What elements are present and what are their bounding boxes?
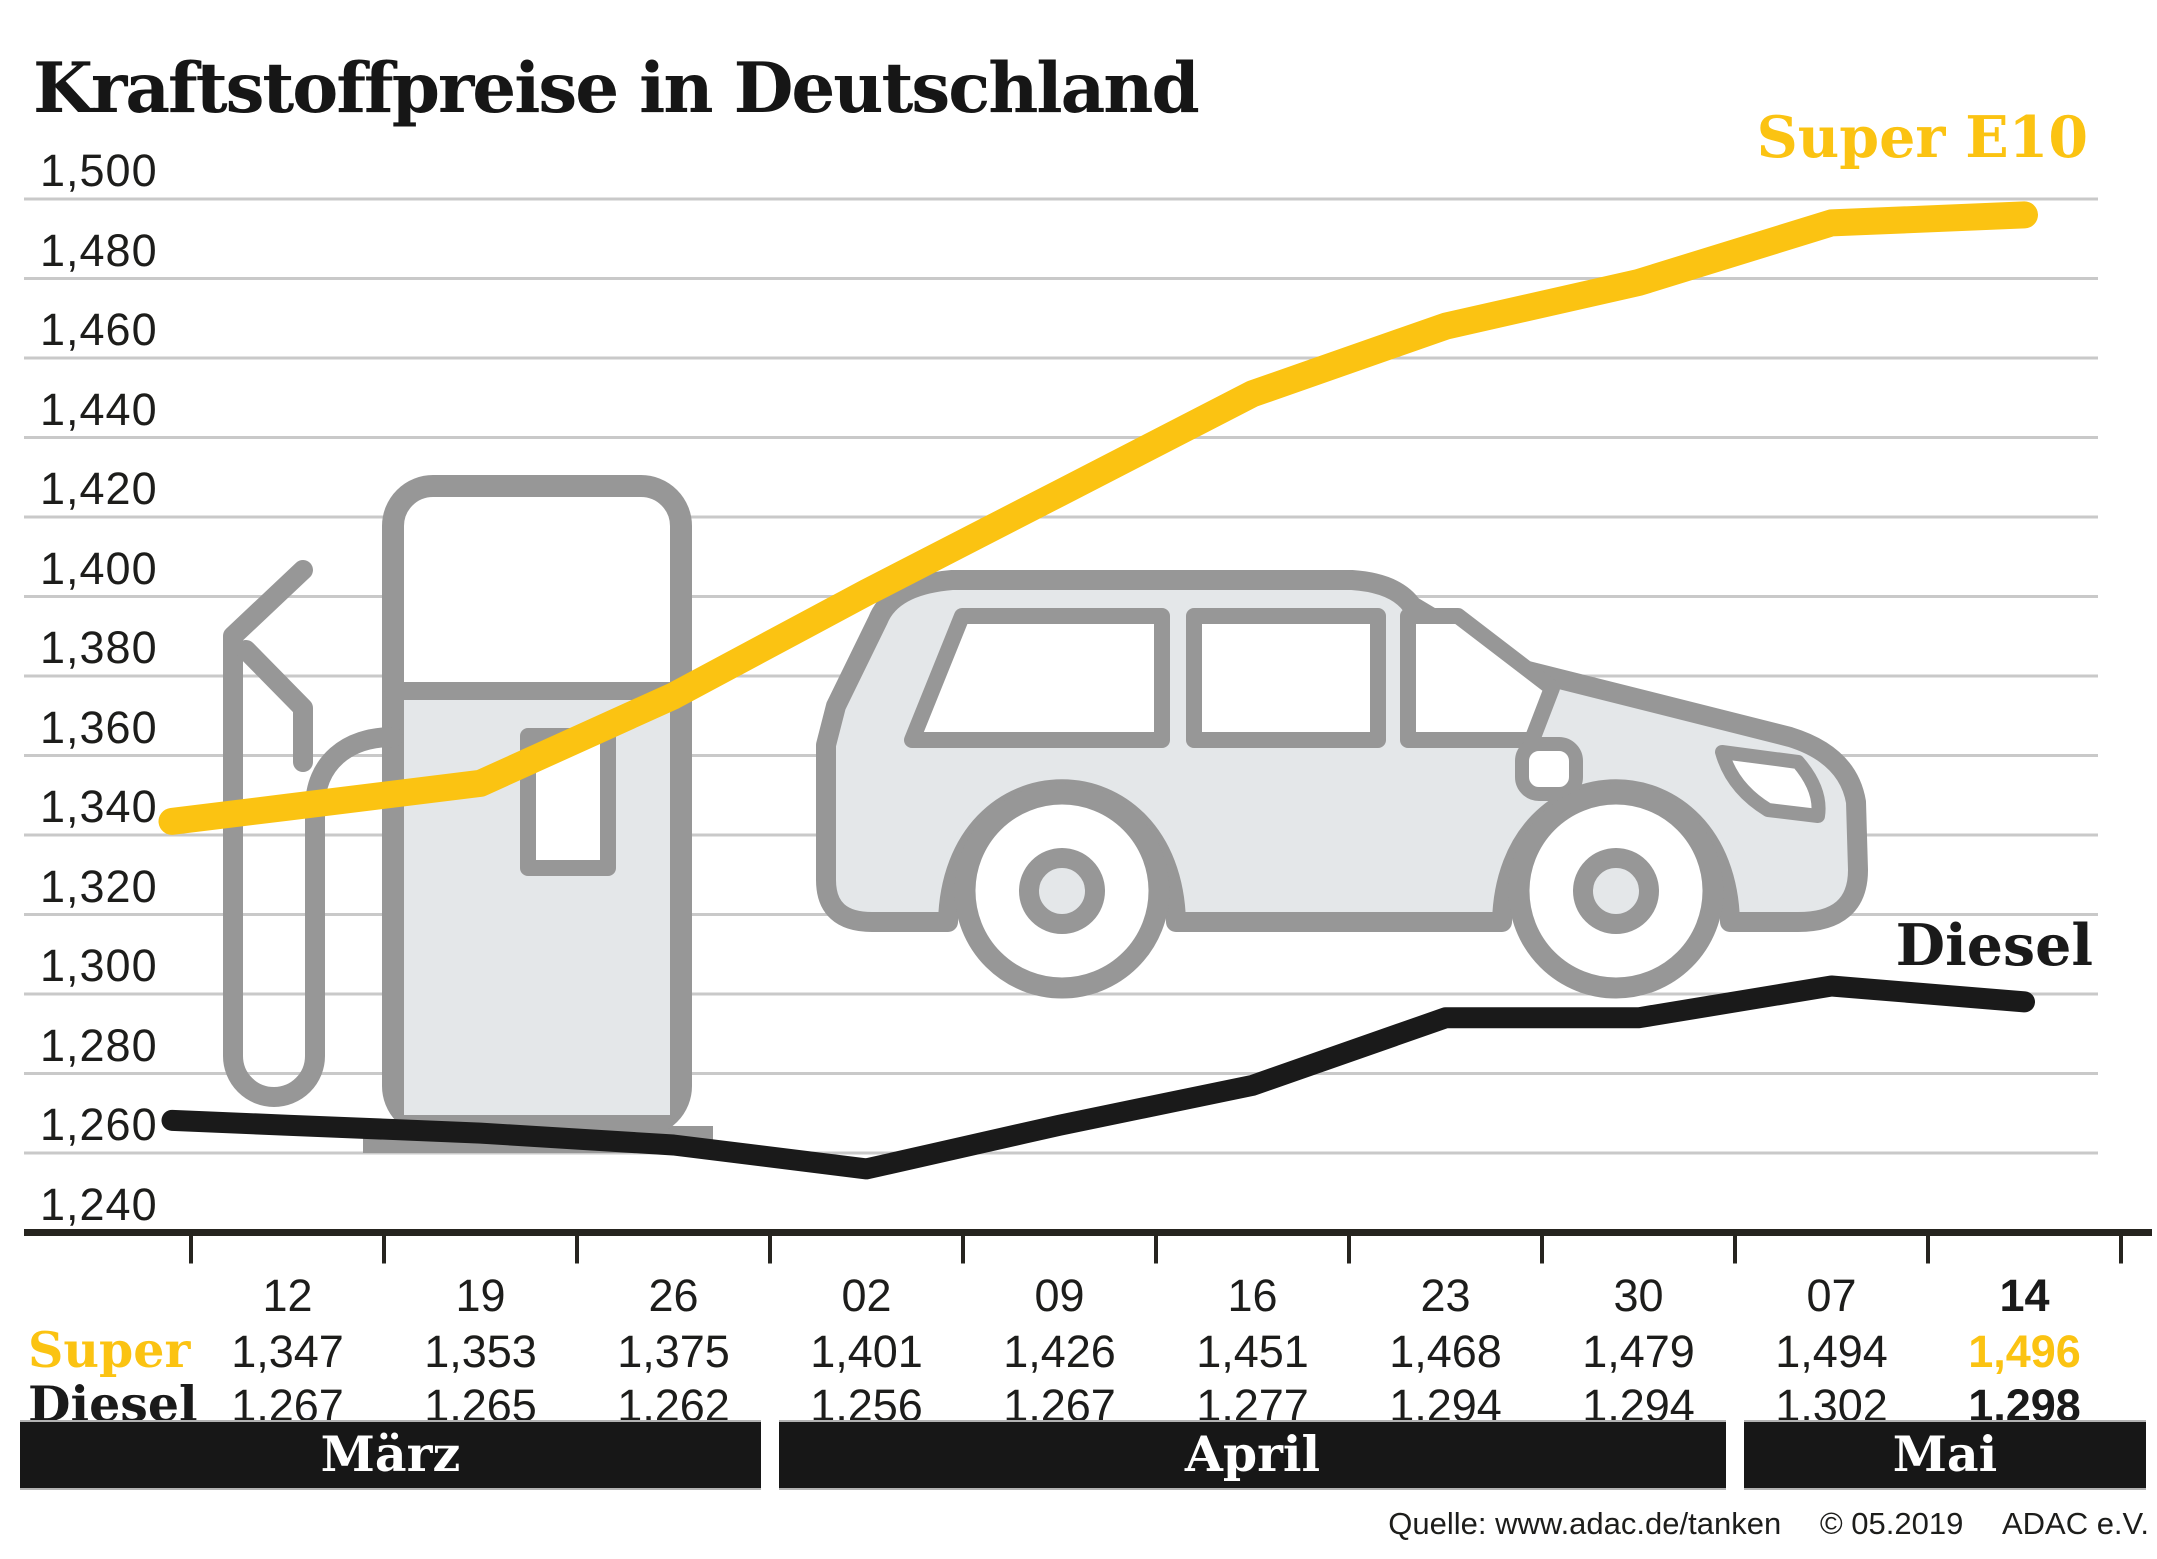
date-header-cell: 12 xyxy=(262,1270,313,1321)
source-text: Quelle: www.adac.de/tanken xyxy=(1388,1506,1782,1541)
y-axis-label: 1,300 xyxy=(40,940,158,991)
y-axis-label: 1,480 xyxy=(40,224,158,276)
y-axis-label: 1,340 xyxy=(40,781,158,832)
super-value-cell: 1,479 xyxy=(1582,1326,1695,1377)
month-bar-mai: Mai xyxy=(1744,1420,2146,1490)
super-value-cell: 1,375 xyxy=(617,1326,730,1377)
car-icon xyxy=(816,570,1868,999)
date-header-cell: 14 xyxy=(1999,1270,2050,1321)
date-header-cell: 07 xyxy=(1806,1270,1857,1321)
series-label-diesel: Diesel xyxy=(1895,912,2093,979)
super-value-cell: 1,468 xyxy=(1389,1326,1502,1377)
super-value-cell: 1,401 xyxy=(810,1326,923,1377)
y-axis-label: 1,380 xyxy=(40,622,158,673)
month-label: Mai xyxy=(1892,1425,1998,1483)
series-lines xyxy=(158,201,2038,1180)
date-header-cell: 19 xyxy=(455,1270,506,1321)
date-header-cell: 16 xyxy=(1227,1270,1278,1321)
y-axis-label: 1,280 xyxy=(40,1019,158,1071)
y-axis-label: 1,440 xyxy=(40,383,158,435)
month-label: April xyxy=(1184,1425,1321,1483)
date-header-cell: 23 xyxy=(1420,1270,1471,1321)
org-text: ADAC e.V. xyxy=(2001,1506,2149,1541)
y-axis-label: 1,400 xyxy=(40,542,158,594)
y-axis-label: 1,320 xyxy=(40,860,158,912)
super-value-cell: 1,494 xyxy=(1775,1326,1888,1377)
x-axis xyxy=(24,1229,2152,1264)
date-header-cell: 02 xyxy=(841,1270,892,1321)
fuel-pump-icon xyxy=(223,475,713,1153)
y-axis-label: 1,500 xyxy=(40,145,158,196)
y-axis-label: 1,240 xyxy=(40,1178,158,1230)
month-bar-april: April xyxy=(779,1420,1726,1490)
date-header-cell: 30 xyxy=(1613,1270,1664,1321)
month-label: März xyxy=(320,1425,461,1483)
super-value-cell: 1,451 xyxy=(1196,1326,1309,1377)
series-line-super-e10 xyxy=(158,201,2038,835)
series-label-super-e10: Super E10 xyxy=(1756,104,2088,171)
copyright-text: © 05.2019 xyxy=(1819,1506,1964,1541)
y-axis-label: 1,420 xyxy=(40,463,158,514)
y-axis-label: 1,260 xyxy=(40,1099,158,1150)
super-value-cell: 1,496 xyxy=(1968,1326,2081,1377)
series-line-diesel xyxy=(161,975,2035,1180)
y-axis-label: 1,360 xyxy=(40,701,158,753)
month-bar-märz: März xyxy=(20,1420,761,1490)
super-value-cell: 1,426 xyxy=(1003,1326,1116,1377)
date-header-cell: 26 xyxy=(648,1270,699,1321)
table-row-label-super: Super xyxy=(28,1321,191,1379)
source-line: Quelle: www.adac.de/tanken © 05.2019 ADA… xyxy=(1388,1506,2149,1542)
y-axis-label: 1,460 xyxy=(40,304,158,355)
date-header-cell: 09 xyxy=(1034,1270,1085,1321)
super-value-cell: 1,347 xyxy=(231,1326,344,1377)
super-value-cell: 1,353 xyxy=(424,1326,537,1377)
page-title: Kraftstoffpreise in Deutschland xyxy=(33,48,1200,130)
